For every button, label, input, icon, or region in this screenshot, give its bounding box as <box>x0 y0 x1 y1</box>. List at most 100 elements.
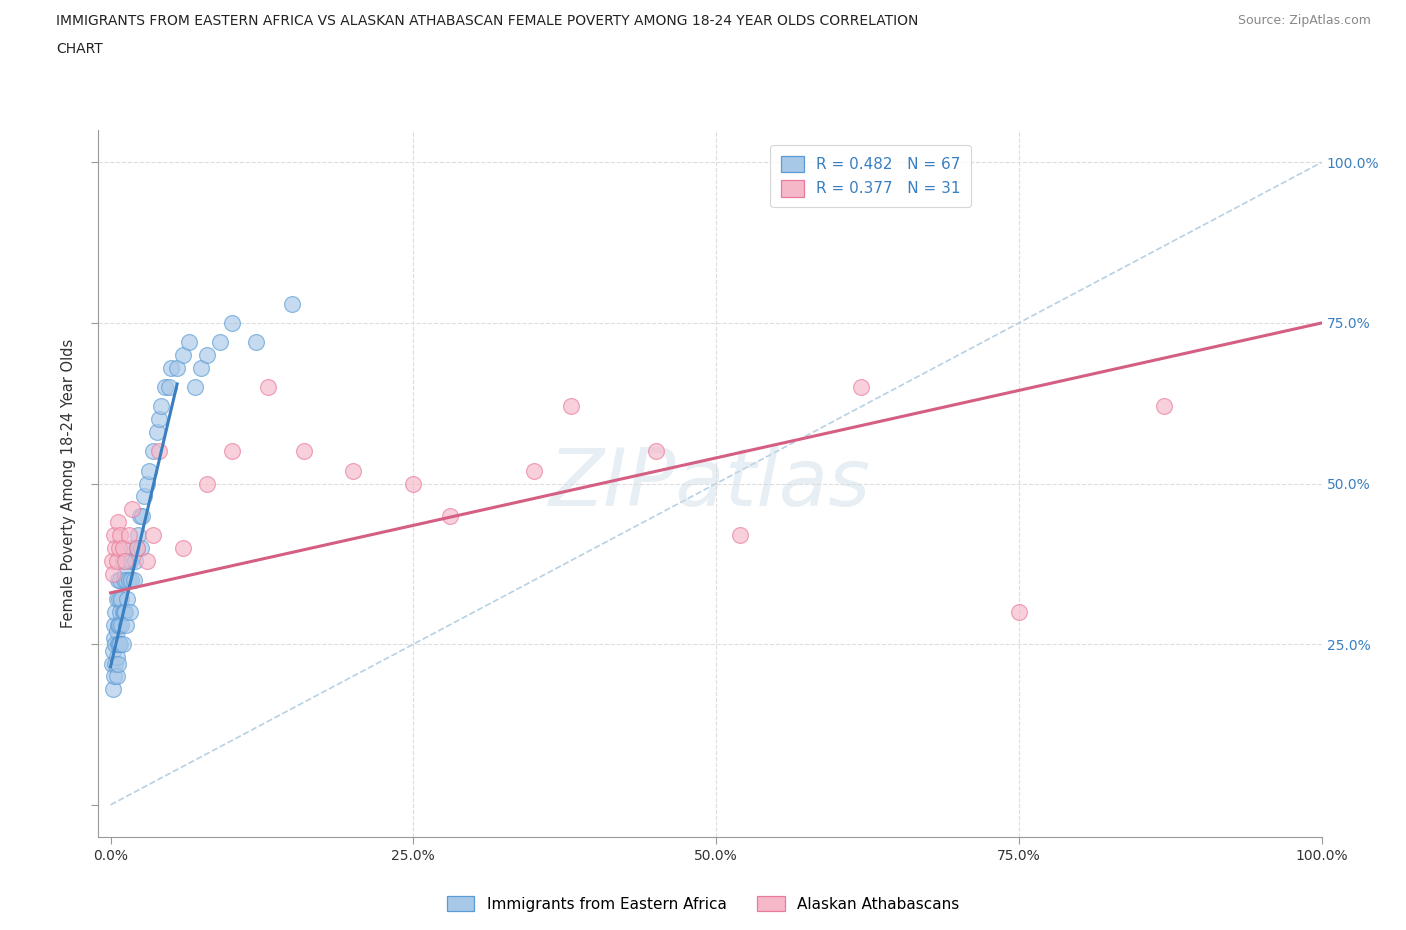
Point <box>108 618 131 632</box>
Point <box>172 540 194 555</box>
Point <box>108 540 131 555</box>
Point <box>110 573 132 588</box>
Point <box>104 604 127 619</box>
Point <box>110 604 132 619</box>
Point <box>402 476 425 491</box>
Point <box>103 527 125 542</box>
Point <box>148 444 170 458</box>
Point <box>135 476 157 491</box>
Point <box>111 540 134 555</box>
Point <box>107 514 129 529</box>
Point <box>100 553 122 568</box>
Point <box>221 444 243 458</box>
Point <box>110 591 132 606</box>
Point <box>105 591 128 606</box>
Point <box>118 527 141 542</box>
Point <box>104 637 127 652</box>
Point <box>121 502 143 517</box>
Point <box>110 527 132 542</box>
Point <box>257 379 280 394</box>
Point <box>104 656 127 671</box>
Point <box>110 618 132 632</box>
Point <box>150 399 173 414</box>
Point <box>179 335 201 350</box>
Point <box>111 604 134 619</box>
Point <box>281 297 304 312</box>
Point <box>103 669 125 684</box>
Point <box>112 573 135 588</box>
Point <box>523 463 546 478</box>
Point <box>131 509 153 524</box>
Point <box>103 618 125 632</box>
Point <box>127 540 149 555</box>
Point <box>730 527 752 542</box>
Point <box>142 444 165 458</box>
Point <box>172 348 194 363</box>
Point <box>112 604 135 619</box>
Point <box>122 573 145 588</box>
Point <box>118 604 141 619</box>
Point <box>148 412 170 427</box>
Point <box>1008 604 1031 619</box>
Point <box>105 669 128 684</box>
Point <box>108 637 131 652</box>
Point <box>560 399 582 414</box>
Point <box>107 618 129 632</box>
Point <box>114 604 136 619</box>
Point <box>292 444 315 458</box>
Point <box>342 463 364 478</box>
Point <box>153 379 176 394</box>
Point <box>105 624 128 639</box>
Point <box>105 650 128 665</box>
Point <box>101 644 124 658</box>
Point <box>103 631 125 645</box>
Text: IMMIGRANTS FROM EASTERN AFRICA VS ALASKAN ATHABASCAN FEMALE POVERTY AMONG 18-24 : IMMIGRANTS FROM EASTERN AFRICA VS ALASKA… <box>56 14 918 28</box>
Point <box>101 566 124 581</box>
Point <box>108 591 131 606</box>
Point <box>644 444 666 458</box>
Point <box>184 379 207 394</box>
Point <box>129 540 152 555</box>
Point <box>127 527 149 542</box>
Point <box>851 379 873 394</box>
Point <box>115 618 138 632</box>
Point <box>134 489 156 504</box>
Point <box>101 682 124 697</box>
Point <box>107 656 129 671</box>
Point <box>114 566 136 581</box>
Point <box>104 540 127 555</box>
Point <box>208 335 231 350</box>
Text: ZIPatlas: ZIPatlas <box>548 445 872 523</box>
Point <box>245 335 267 350</box>
Point <box>145 425 167 440</box>
Point <box>117 591 139 606</box>
Point <box>197 476 219 491</box>
Point <box>114 553 136 568</box>
Point <box>142 527 165 542</box>
Point <box>197 348 219 363</box>
Text: Source: ZipAtlas.com: Source: ZipAtlas.com <box>1237 14 1371 27</box>
Point <box>118 553 141 568</box>
Point <box>1153 399 1175 414</box>
Point <box>166 361 188 376</box>
Text: CHART: CHART <box>56 42 103 56</box>
Point <box>107 637 129 652</box>
Legend: R = 0.482   N = 67, R = 0.377   N = 31: R = 0.482 N = 67, R = 0.377 N = 31 <box>770 145 972 207</box>
Point <box>157 379 180 394</box>
Legend: Immigrants from Eastern Africa, Alaskan Athabascans: Immigrants from Eastern Africa, Alaskan … <box>441 889 965 918</box>
Point <box>111 637 134 652</box>
Point <box>135 553 157 568</box>
Y-axis label: Female Poverty Among 18-24 Year Olds: Female Poverty Among 18-24 Year Olds <box>60 339 76 629</box>
Point <box>221 315 243 330</box>
Point <box>110 637 132 652</box>
Point <box>100 656 122 671</box>
Point <box>115 573 138 588</box>
Point <box>120 573 142 588</box>
Point <box>124 553 146 568</box>
Point <box>111 553 134 568</box>
Point <box>118 573 141 588</box>
Point <box>138 463 160 478</box>
Point <box>107 573 129 588</box>
Point <box>127 540 149 555</box>
Point <box>121 540 143 555</box>
